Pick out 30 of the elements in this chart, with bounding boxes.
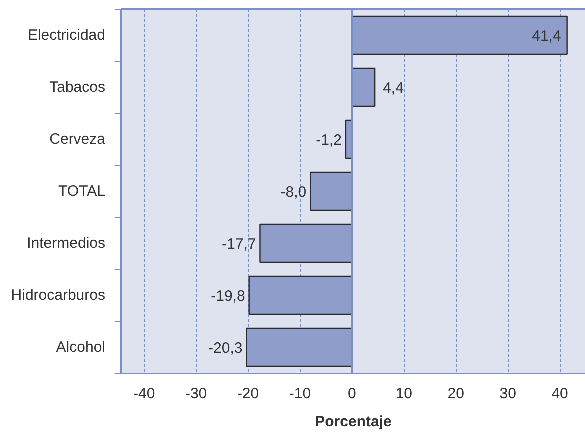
x-axis-title: Porcentaje	[315, 414, 392, 430]
y-tick-label: Cerveza	[50, 131, 106, 148]
data-label: -20,3	[208, 340, 243, 357]
x-tick-label: -10	[289, 386, 312, 402]
bar	[246, 328, 353, 368]
x-tick-label: -20	[237, 386, 260, 402]
data-label: 41,4	[532, 28, 562, 45]
x-tick-label: 40	[552, 386, 568, 402]
data-label: -17,7	[222, 236, 256, 253]
y-tick-label: Tabacos	[50, 79, 106, 96]
x-tick-label: 20	[448, 386, 464, 402]
y-tick-label: Electricidad	[28, 27, 106, 44]
y-tick-label: Hidrocarburos	[11, 287, 106, 304]
x-tick-label: 0	[348, 386, 356, 402]
bar	[352, 68, 376, 108]
data-label: -8,0	[280, 184, 307, 201]
data-label: -1,2	[316, 132, 342, 149]
y-tick-label: TOTAL	[58, 183, 106, 200]
x-tick-label: -30	[185, 386, 208, 402]
y-tick-label: Intermedios	[27, 235, 106, 252]
x-tick-label: 30	[500, 386, 516, 402]
x-tick-label: -40	[134, 386, 156, 402]
bar	[352, 16, 568, 56]
data-label: -19,8	[211, 288, 246, 305]
bar	[310, 172, 353, 212]
y-tick-label: Alcohol	[56, 339, 106, 356]
data-label: 4,4	[383, 80, 404, 97]
bar	[248, 276, 353, 316]
bar	[260, 224, 353, 264]
x-tick-label: 10	[396, 386, 413, 402]
